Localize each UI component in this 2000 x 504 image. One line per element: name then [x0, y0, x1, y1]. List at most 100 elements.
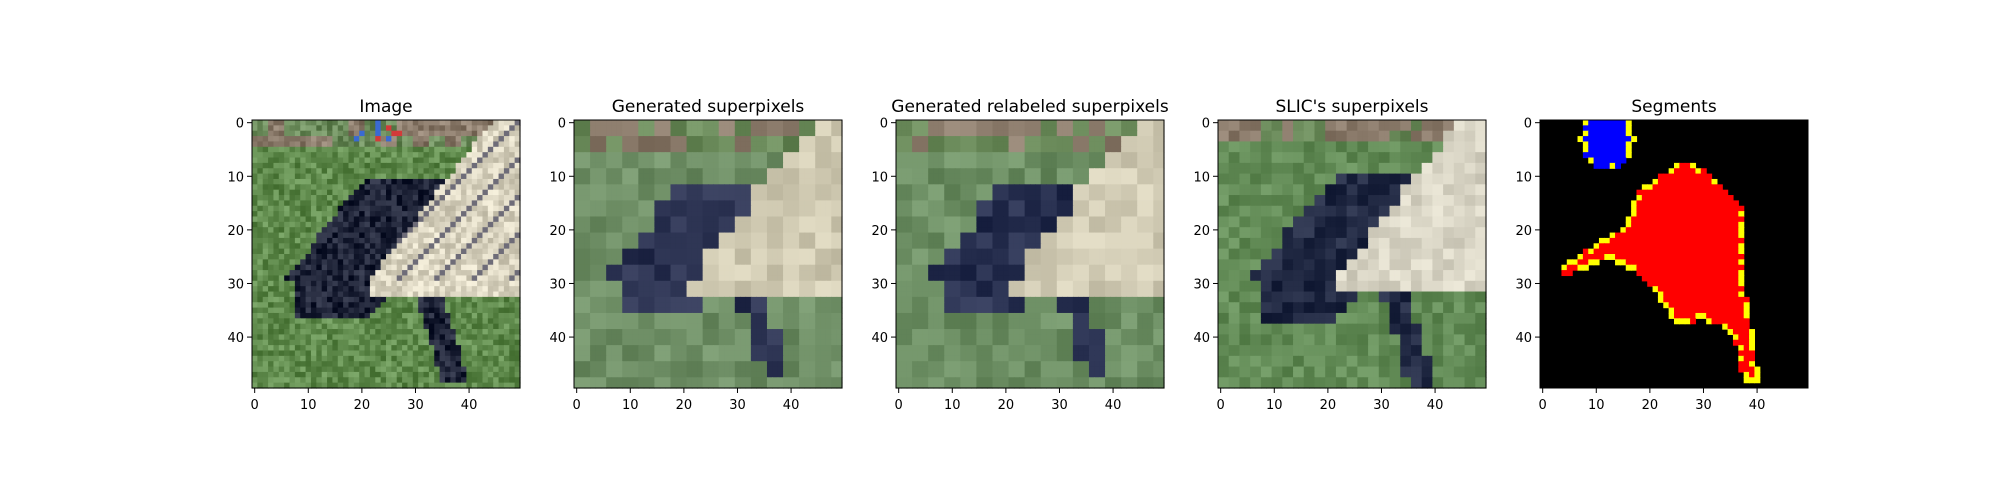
pixel-cell: [788, 211, 794, 217]
pixel-cell: [440, 243, 446, 249]
pixel-cell: [418, 211, 424, 217]
pixel-cell: [429, 286, 435, 292]
pixel-cell: [386, 190, 392, 196]
pixel-cell: [338, 222, 344, 228]
pixel-cell: [649, 270, 655, 276]
pixel-cell: [665, 141, 671, 147]
pixel-cell: [445, 147, 451, 153]
pixel-cell: [719, 265, 725, 271]
pixel-cell: [590, 168, 596, 174]
pixel-cell: [692, 286, 698, 292]
pixel-cell: [391, 131, 397, 137]
pixel-cell: [687, 211, 693, 217]
pixel-cell: [762, 125, 768, 131]
pixel-cell: [601, 227, 607, 233]
pixel-cell: [434, 275, 440, 281]
pixel-cell: [821, 345, 827, 351]
pixel-cell: [284, 329, 290, 335]
pixel-cell: [402, 270, 408, 276]
pixel-cell: [252, 259, 258, 265]
pixel-cell: [365, 206, 371, 212]
pixel-cell: [327, 141, 333, 147]
pixel-cell: [402, 367, 408, 373]
pixel-cell: [601, 158, 607, 164]
pixel-cell: [628, 163, 634, 169]
pixel-cell: [440, 318, 446, 324]
pixel-cell: [804, 292, 810, 298]
pixel-cell: [654, 227, 660, 233]
pixel-cell: [740, 200, 746, 206]
pixel-cell: [660, 238, 666, 244]
pixel-cell: [735, 131, 741, 137]
pixel-cell: [300, 168, 306, 174]
pixel-cell: [826, 120, 832, 126]
pixel-cell: [606, 313, 612, 319]
pixel-cell: [338, 147, 344, 153]
pixel-cell: [493, 334, 499, 340]
pixel-cell: [767, 340, 773, 346]
pixel-cell: [692, 302, 698, 308]
pixel-cell: [488, 265, 494, 271]
pixel-cell: [332, 329, 338, 335]
pixel-cell: [746, 211, 752, 217]
pixel-cell: [424, 329, 430, 335]
pixel-cell: [617, 377, 623, 383]
pixel-cell: [424, 302, 430, 308]
pixel-cell: [407, 243, 413, 249]
pixel-cell: [831, 302, 837, 308]
pixel-cell: [348, 313, 354, 319]
pixel-cell: [703, 125, 709, 131]
pixel-cell: [482, 249, 488, 255]
pixel-cell: [306, 233, 312, 239]
pixel-cell: [343, 302, 349, 308]
pixel-cell: [794, 120, 800, 126]
pixel-cell: [375, 259, 381, 265]
pixel-cell: [735, 184, 741, 190]
pixel-cell: [295, 361, 301, 367]
pixel-cell: [322, 367, 328, 373]
pixel-cell: [466, 206, 472, 212]
pixel-cell: [504, 265, 510, 271]
pixel-cell: [257, 131, 263, 137]
pixel-cell: [762, 377, 768, 383]
pixel-cell: [681, 372, 687, 378]
pixel-cell: [665, 259, 671, 265]
pixel-cell: [327, 340, 333, 346]
pixel-cell: [762, 265, 768, 271]
pixel-cell: [772, 147, 778, 153]
pixel-cell: [783, 179, 789, 185]
pixel-cell: [268, 292, 274, 298]
pixel-cell: [606, 275, 612, 281]
pixel-cell: [654, 372, 660, 378]
pixel-cell: [338, 313, 344, 319]
pixel-cell: [617, 120, 623, 126]
pixel-cell: [418, 233, 424, 239]
pixel-cell: [644, 249, 650, 255]
pixel-cell: [316, 372, 322, 378]
pixel-cell: [585, 297, 591, 303]
pixel-cell: [450, 372, 456, 378]
pixel-cell: [579, 377, 585, 383]
pixel-cell: [343, 286, 349, 292]
pixel-cell: [574, 377, 580, 383]
pixel-cell: [434, 147, 440, 153]
pixel-cell: [751, 249, 757, 255]
pixel-cell: [628, 361, 634, 367]
pixel-cell: [697, 136, 703, 142]
pixel-cell: [612, 211, 618, 217]
pixel-cell: [413, 168, 419, 174]
pixel-cell: [413, 356, 419, 362]
pixel-cell: [343, 265, 349, 271]
pixel-cell: [252, 329, 258, 335]
pixel-cell: [445, 367, 451, 373]
pixel-cell: [628, 168, 634, 174]
pixel-cell: [810, 195, 816, 201]
pixel-cell: [644, 329, 650, 335]
pixel-cell: [466, 243, 472, 249]
pixel-cell: [703, 372, 709, 378]
pixel-cell: [810, 174, 816, 180]
pixel-cell: [424, 275, 430, 281]
pixel-cell: [322, 233, 328, 239]
pixel-cell: [348, 174, 354, 180]
pixel-cell: [488, 259, 494, 265]
